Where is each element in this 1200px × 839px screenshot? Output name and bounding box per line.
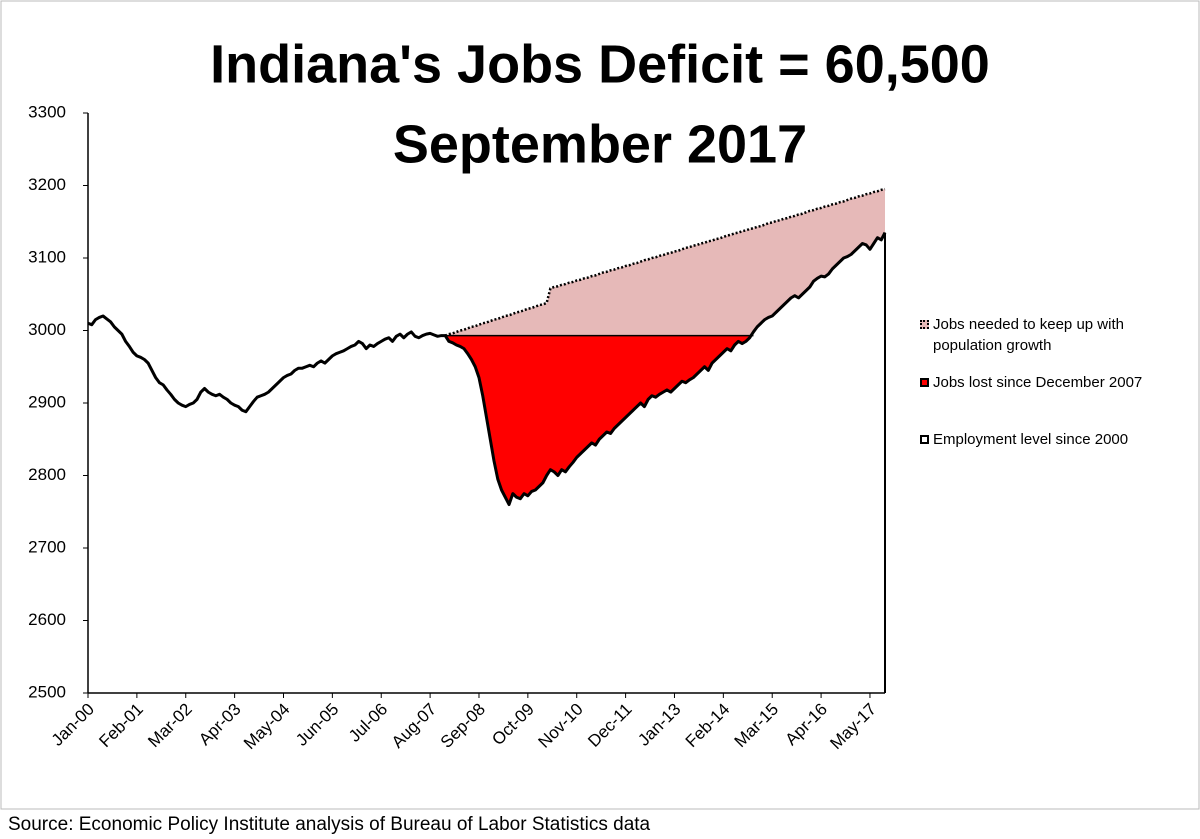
x-tick-label: May-17 [826, 700, 880, 754]
y-tick-label: 2800 [28, 465, 66, 484]
y-tick-label: 3100 [28, 247, 66, 266]
legend-label: Jobs needed to keep up with population g… [933, 316, 1124, 354]
x-tick-label: Apr-03 [195, 700, 245, 750]
y-tick-label: 3000 [28, 320, 66, 339]
chart-title: Indiana's Jobs Deficit = 60,500 [210, 34, 990, 94]
x-tick-label: Mar-15 [731, 700, 783, 752]
legend-label: Jobs lost since December 2007 [933, 374, 1143, 391]
needed-line [444, 187, 886, 337]
y-tick-label: 3300 [28, 102, 66, 121]
legend-label: Employment level since 2000 [933, 431, 1129, 448]
shortfall-area [445, 335, 754, 505]
legend-swatch [920, 320, 929, 329]
chart-border [0, 0, 1200, 810]
x-tick-label: Oct-09 [488, 700, 538, 750]
x-tick-label: Jan-00 [48, 700, 98, 750]
legend-item: Jobs lost since December 2007 [920, 372, 1170, 393]
employment-line [87, 231, 887, 506]
legend-item: Employment level since 2000 [920, 429, 1170, 450]
x-tick-label: Nov-10 [535, 700, 587, 752]
y-tick-label: 2600 [28, 610, 66, 629]
y-tick-label: 2900 [28, 392, 66, 411]
legend-swatch [920, 378, 929, 387]
x-tick-label: Jul-06 [345, 700, 391, 746]
legend-swatch [920, 435, 929, 444]
source-note: Source: Economic Policy Institute analys… [8, 814, 651, 835]
x-tick-label: Jun-05 [292, 700, 342, 750]
y-tick-label: 3200 [28, 175, 66, 194]
x-tick-label: Aug-07 [388, 700, 440, 752]
chart-subtitle: September 2017 [393, 114, 807, 174]
x-tick-label: Dec-11 [584, 700, 635, 751]
legend-item: Jobs needed to keep up with population g… [920, 314, 1170, 356]
x-tick-label: Feb-14 [682, 700, 734, 752]
x-tick-label: Feb-01 [95, 700, 147, 752]
x-tick-label: Jan-13 [634, 700, 684, 750]
y-tick-label: 2700 [28, 537, 66, 556]
y-tick-label: 2500 [28, 682, 66, 701]
x-tick-label: Apr-16 [782, 700, 832, 750]
x-tick-label: Sep-08 [437, 700, 489, 752]
x-tick-label: Mar-02 [144, 700, 196, 752]
x-tick-label: May-04 [240, 700, 294, 754]
